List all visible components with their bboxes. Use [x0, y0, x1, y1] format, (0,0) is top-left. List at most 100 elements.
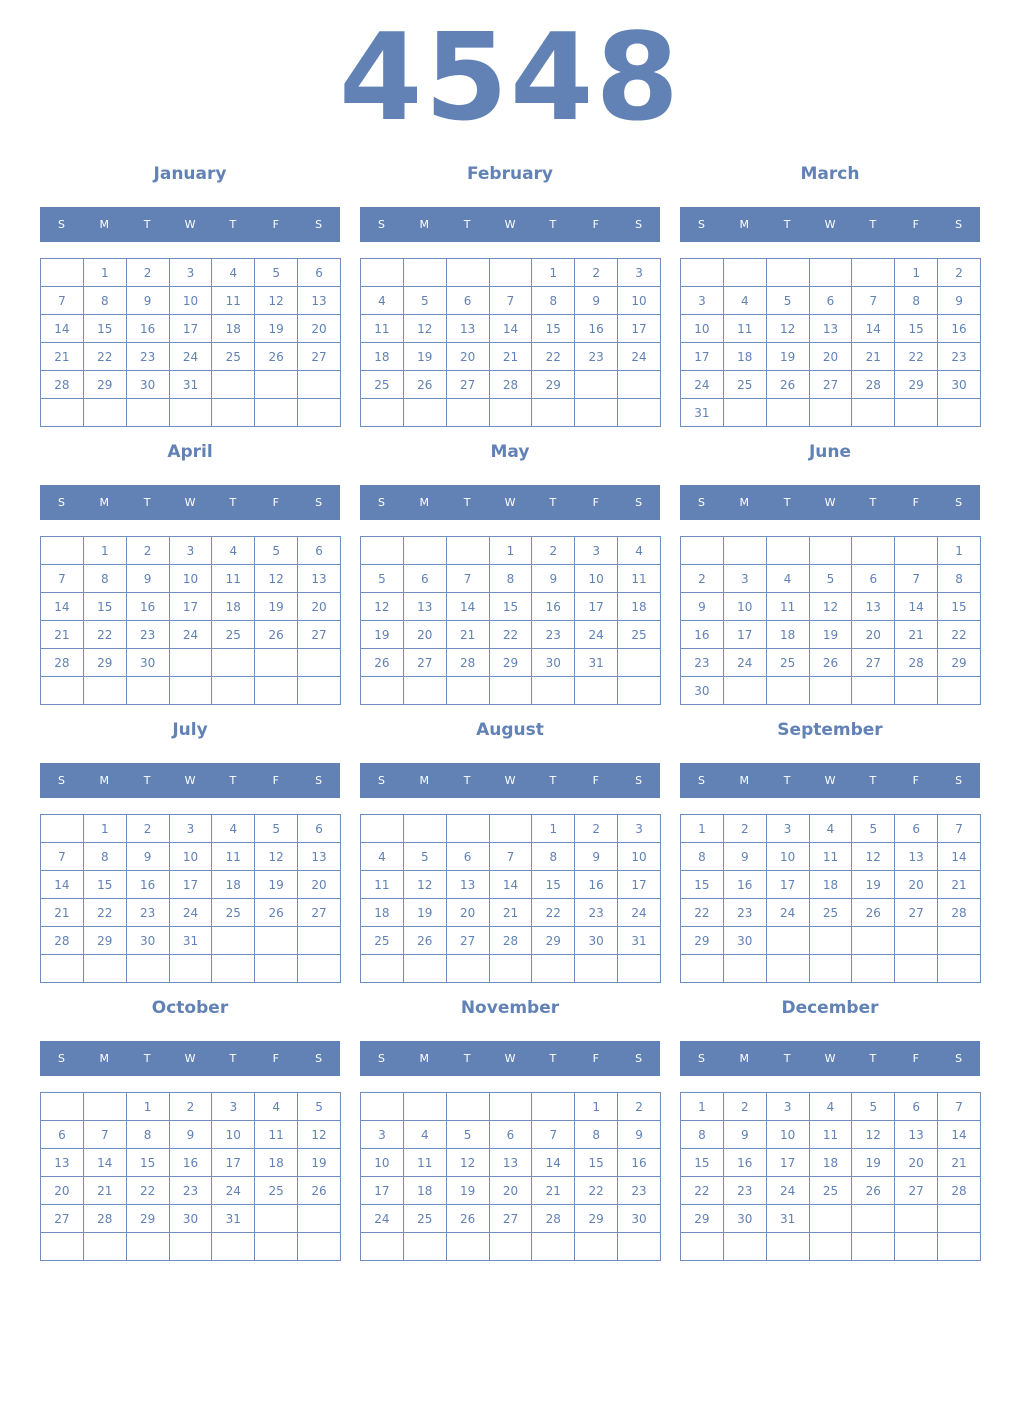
day-cell: 3 — [617, 258, 661, 287]
week-row: 8 9 10 11 12 13 14 — [680, 842, 981, 871]
day-cell: 10 — [617, 286, 661, 315]
day-cell — [937, 676, 981, 705]
day-cell — [531, 1092, 576, 1121]
week-row — [40, 676, 341, 705]
day-cell: 12 — [254, 842, 299, 871]
day-cell: 18 — [808, 870, 853, 899]
day-cell: 4 — [254, 1092, 299, 1121]
day-cell: 25 — [808, 1176, 853, 1205]
day-cell: 20 — [297, 592, 341, 621]
weekday-label: S — [57, 496, 65, 509]
weekday-label: T — [549, 1052, 557, 1065]
day-cell: 17 — [680, 342, 724, 371]
days-table: 1 2 3 4 5 6 7 8 9 10 11 12 13 14 15 16 17 18 19 20 21 22 23 24 2… — [680, 1092, 981, 1261]
day-cell: 30 — [722, 926, 767, 955]
day-cell: 3 — [360, 1120, 404, 1149]
day-cell: 28 — [937, 1176, 981, 1205]
day-cell: 17 — [168, 314, 213, 343]
day-cell: 24 — [168, 898, 213, 927]
days-table: 1 2 3 4 5 6 7 8 9 10 11 12 13 14 15 16 17 18 19 20 21 22 23 24 2… — [360, 258, 661, 427]
day-cell — [82, 1232, 127, 1261]
week-row: 20 21 22 23 24 25 26 — [40, 1176, 341, 1205]
weekday-label: T — [229, 496, 237, 509]
week-row: 24 25 26 27 28 29 30 — [360, 1204, 661, 1233]
day-cell: 28 — [851, 370, 896, 399]
day-cell: 27 — [297, 620, 341, 649]
days-table: 1 2 3 4 5 6 7 8 9 10 11 12 13 14 15 16 17 18 19 20 21 22 23 24 2… — [40, 258, 341, 427]
weekday-label: S — [57, 1052, 65, 1065]
day-cell: 22 — [680, 1176, 724, 1205]
week-row: 29 30 — [680, 926, 981, 955]
day-cell: 9 — [680, 592, 724, 621]
week-row: 15 16 17 18 19 20 21 — [680, 870, 981, 899]
day-cell: 4 — [211, 814, 256, 843]
day-cell: 8 — [82, 842, 127, 871]
day-cell: 11 — [808, 842, 853, 871]
weekday-label: W — [184, 1052, 196, 1065]
day-cell: 4 — [360, 842, 404, 871]
weekday-label: T — [229, 218, 237, 231]
day-cell — [617, 676, 661, 705]
day-cell: 22 — [125, 1176, 170, 1205]
days-table: 1 2 3 4 5 6 7 8 9 10 11 12 13 14 15 16 17 18 19 20 21 22 23 24 2… — [360, 1092, 661, 1261]
day-cell: 21 — [82, 1176, 127, 1205]
weekday-label: W — [184, 218, 196, 231]
day-cell: 20 — [488, 1176, 533, 1205]
day-cell: 26 — [851, 898, 896, 927]
day-cell — [851, 1204, 896, 1233]
weekday-label: S — [635, 218, 643, 231]
day-cell: 10 — [617, 842, 661, 871]
week-row — [360, 1232, 661, 1261]
month-may: May S M T W T F S 1 2 3 4 5 6 7 8 9 10 11 12 13 14 15 16 17 18 19 2… — [360, 436, 661, 705]
weekday-label: M — [419, 496, 430, 509]
day-cell: 21 — [937, 1148, 981, 1177]
week-row — [360, 676, 661, 705]
day-cell — [402, 954, 447, 983]
weekday-label: W — [824, 496, 836, 509]
day-cell: 29 — [125, 1204, 170, 1233]
day-cell: 14 — [445, 592, 490, 621]
day-cell: 7 — [937, 814, 981, 843]
day-cell: 25 — [765, 648, 810, 677]
weekday-label: M — [739, 774, 750, 787]
day-cell: 18 — [808, 1148, 853, 1177]
week-row: 27 28 29 30 31 — [40, 1204, 341, 1233]
day-cell: 14 — [488, 870, 533, 899]
day-cell — [894, 536, 939, 565]
day-cell: 12 — [254, 286, 299, 315]
month-name: February — [466, 164, 554, 184]
days-table: 1 2 3 4 5 6 7 8 9 10 11 12 13 14 15 16 17 18 19 20 21 22 23 24 2… — [680, 536, 981, 705]
day-cell — [574, 676, 619, 705]
weekday-label: W — [184, 774, 196, 787]
week-row — [40, 954, 341, 983]
day-cell — [722, 536, 767, 565]
day-cell: 1 — [531, 814, 576, 843]
day-cell — [574, 370, 619, 399]
day-cell: 29 — [574, 1204, 619, 1233]
week-row: 8 9 10 11 12 13 14 — [680, 1120, 981, 1149]
day-cell: 28 — [40, 926, 84, 955]
day-cell — [297, 648, 341, 677]
day-cell: 17 — [360, 1176, 404, 1205]
day-cell: 26 — [254, 342, 299, 371]
month-name: January — [153, 164, 227, 184]
day-cell: 30 — [937, 370, 981, 399]
weekday-label: M — [99, 774, 110, 787]
day-cell: 25 — [808, 898, 853, 927]
day-cell: 20 — [40, 1176, 84, 1205]
weekday-label: T — [143, 1052, 151, 1065]
day-cell: 19 — [445, 1176, 490, 1205]
day-cell — [254, 926, 299, 955]
day-cell — [617, 370, 661, 399]
day-cell — [297, 676, 341, 705]
day-cell: 31 — [617, 926, 661, 955]
day-cell — [297, 1204, 341, 1233]
day-cell — [937, 1232, 981, 1261]
day-cell — [254, 954, 299, 983]
day-cell: 26 — [402, 926, 447, 955]
day-cell: 29 — [82, 370, 127, 399]
day-cell: 4 — [617, 536, 661, 565]
day-cell: 7 — [851, 286, 896, 315]
day-cell: 9 — [574, 286, 619, 315]
